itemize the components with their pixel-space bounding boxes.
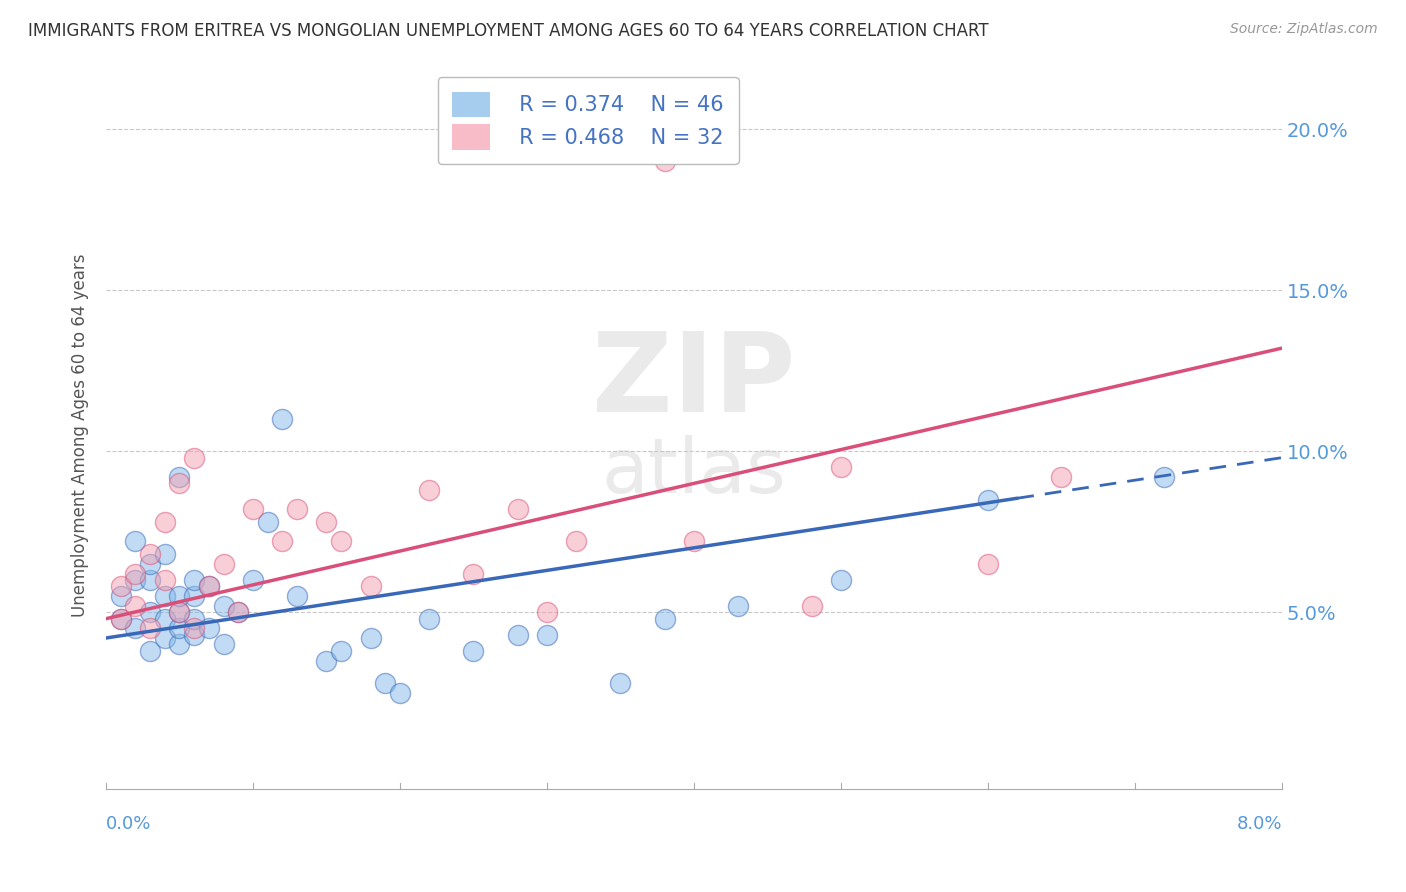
Point xyxy=(169,589,191,603)
Point xyxy=(183,612,205,626)
Text: 8.0%: 8.0% xyxy=(1236,815,1282,833)
Point xyxy=(536,628,558,642)
Point xyxy=(153,573,176,587)
Point xyxy=(506,628,529,642)
Point xyxy=(285,502,308,516)
Text: atlas: atlas xyxy=(602,435,786,509)
Point xyxy=(977,557,1000,571)
Text: 0.0%: 0.0% xyxy=(105,815,152,833)
Point xyxy=(242,573,264,587)
Point xyxy=(139,573,162,587)
Point xyxy=(212,638,235,652)
Point xyxy=(153,547,176,561)
Point xyxy=(330,534,353,549)
Text: IMMIGRANTS FROM ERITREA VS MONGOLIAN UNEMPLOYMENT AMONG AGES 60 TO 64 YEARS CORR: IMMIGRANTS FROM ERITREA VS MONGOLIAN UNE… xyxy=(28,22,988,40)
Point xyxy=(1153,470,1175,484)
Point xyxy=(110,589,132,603)
Point xyxy=(124,566,146,581)
Point xyxy=(198,621,221,635)
Point xyxy=(212,599,235,613)
Point xyxy=(124,573,146,587)
Point xyxy=(139,557,162,571)
Point xyxy=(198,579,221,593)
Point xyxy=(977,492,1000,507)
Point xyxy=(139,621,162,635)
Point xyxy=(830,573,852,587)
Point xyxy=(183,573,205,587)
Point xyxy=(169,638,191,652)
Point xyxy=(153,631,176,645)
Point xyxy=(360,631,382,645)
Point xyxy=(609,676,631,690)
Point xyxy=(169,605,191,619)
Point xyxy=(183,589,205,603)
Point xyxy=(169,470,191,484)
Point xyxy=(654,154,676,169)
Point xyxy=(463,644,485,658)
Point xyxy=(1050,470,1073,484)
Point xyxy=(330,644,353,658)
Point xyxy=(198,579,221,593)
Point xyxy=(153,612,176,626)
Point xyxy=(360,579,382,593)
Point xyxy=(800,599,823,613)
Point xyxy=(169,476,191,491)
Point xyxy=(683,534,706,549)
Point xyxy=(153,515,176,529)
Point xyxy=(315,515,337,529)
Point xyxy=(183,628,205,642)
Point xyxy=(388,686,411,700)
Point xyxy=(226,605,249,619)
Point xyxy=(169,621,191,635)
Point xyxy=(169,605,191,619)
Point xyxy=(153,589,176,603)
Point xyxy=(183,450,205,465)
Point xyxy=(226,605,249,619)
Point xyxy=(183,621,205,635)
Point xyxy=(463,566,485,581)
Text: Source: ZipAtlas.com: Source: ZipAtlas.com xyxy=(1230,22,1378,37)
Point xyxy=(212,557,235,571)
Point xyxy=(139,644,162,658)
Point xyxy=(139,605,162,619)
Y-axis label: Unemployment Among Ages 60 to 64 years: Unemployment Among Ages 60 to 64 years xyxy=(72,253,89,617)
Legend:   R = 0.374    N = 46,   R = 0.468    N = 32: R = 0.374 N = 46, R = 0.468 N = 32 xyxy=(437,77,738,164)
Point xyxy=(124,621,146,635)
Point xyxy=(124,534,146,549)
Point xyxy=(418,612,440,626)
Point xyxy=(271,412,294,426)
Point xyxy=(830,460,852,475)
Point xyxy=(285,589,308,603)
Point xyxy=(315,654,337,668)
Point xyxy=(139,547,162,561)
Point xyxy=(271,534,294,549)
Point xyxy=(565,534,588,549)
Point xyxy=(536,605,558,619)
Point xyxy=(654,612,676,626)
Point xyxy=(110,612,132,626)
Point xyxy=(124,599,146,613)
Point xyxy=(256,515,278,529)
Point xyxy=(242,502,264,516)
Point xyxy=(374,676,396,690)
Point xyxy=(506,502,529,516)
Point xyxy=(418,483,440,497)
Point xyxy=(727,599,749,613)
Point xyxy=(110,612,132,626)
Point xyxy=(110,579,132,593)
Text: ZIP: ZIP xyxy=(592,328,796,435)
